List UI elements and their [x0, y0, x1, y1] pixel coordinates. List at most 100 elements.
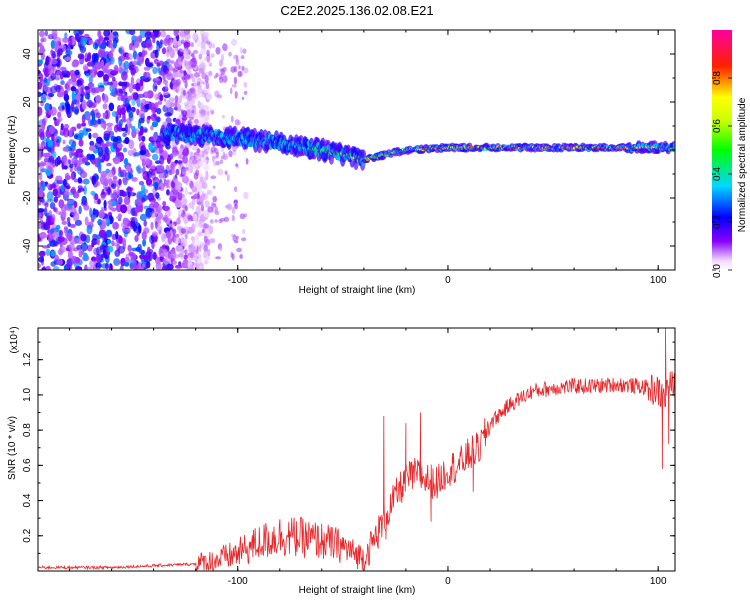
- noise-blob: [164, 100, 170, 108]
- noise-blob: [131, 177, 138, 182]
- noise-blob: [210, 175, 217, 180]
- noise-blob: [59, 243, 63, 248]
- noise-blob: [135, 36, 140, 42]
- x-tick-label: 100: [650, 275, 667, 286]
- noise-blob: [168, 169, 173, 176]
- noise-blob: [103, 199, 107, 209]
- noise-blob: [76, 100, 80, 108]
- noise-blob: [224, 204, 230, 209]
- noise-blob: [98, 229, 107, 238]
- noise-blob: [215, 72, 219, 78]
- noise-blob: [66, 258, 73, 269]
- noise-blob: [106, 245, 114, 253]
- noise-blob: [105, 229, 113, 238]
- noise-blob: [83, 65, 89, 72]
- noise-blob: [218, 76, 224, 84]
- noise-blob: [134, 235, 139, 242]
- noise-blob: [174, 95, 179, 103]
- noise-blob: [219, 59, 223, 67]
- noise-blob: [194, 262, 200, 270]
- noise-blob: [184, 186, 188, 196]
- noise-blob: [192, 49, 199, 54]
- noise-blob: [97, 198, 101, 205]
- noise-blob: [85, 234, 91, 244]
- noise-blob: [64, 32, 68, 39]
- y-tick-label: 0: [22, 147, 33, 153]
- noise-blob: [118, 88, 126, 94]
- noise-blob: [183, 30, 191, 35]
- noise-blob: [203, 56, 207, 62]
- noise-blob: [51, 52, 57, 59]
- noise-blob: [70, 102, 75, 112]
- noise-blob: [73, 178, 79, 183]
- noise-blob: [45, 248, 51, 256]
- noise-blob: [192, 160, 195, 165]
- noise-blob: [151, 121, 159, 128]
- noise-blob: [236, 247, 243, 253]
- noise-blob: [51, 151, 57, 159]
- noise-blob: [174, 236, 181, 245]
- noise-blob: [230, 115, 234, 123]
- colorbar-tick-label: 0.0: [712, 264, 723, 278]
- noise-blob: [198, 53, 203, 60]
- noise-blob: [120, 204, 128, 214]
- noise-blob: [143, 71, 147, 79]
- noise-blob: [40, 99, 45, 107]
- noise-blob: [150, 125, 154, 131]
- noise-blob: [139, 108, 145, 118]
- noise-blob: [55, 175, 63, 182]
- noise-blob: [44, 202, 49, 208]
- noise-blob: [206, 40, 211, 45]
- noise-blob: [228, 51, 232, 57]
- noise-blob: [164, 111, 172, 118]
- noise-blob: [175, 254, 180, 259]
- noise-blob: [107, 39, 113, 49]
- noise-blob: [119, 265, 124, 270]
- noise-blob: [125, 165, 132, 172]
- x-tick-label: 0: [445, 275, 451, 286]
- noise-blob: [99, 244, 106, 250]
- noise-blob: [141, 158, 146, 167]
- noise-blob: [138, 51, 143, 58]
- noise-blob: [39, 44, 45, 54]
- noise-blob: [50, 261, 56, 267]
- noise-blob: [68, 36, 73, 46]
- noise-blob: [89, 140, 95, 147]
- ridge-body: [672, 143, 675, 147]
- noise-blob: [145, 178, 153, 186]
- noise-blob: [204, 143, 207, 147]
- noise-blob: [156, 40, 160, 46]
- noise-blob: [198, 67, 203, 72]
- noise-blob: [38, 250, 46, 258]
- noise-blob: [180, 228, 186, 231]
- noise-blob: [210, 146, 217, 153]
- noise-blob: [97, 146, 104, 157]
- noise-blob: [96, 136, 103, 144]
- noise-blob: [160, 30, 167, 38]
- noise-blob: [186, 74, 191, 79]
- noise-blob: [124, 137, 130, 145]
- spectrogram-ticks: -100 0 100 -40 -20 0 20 40: [22, 29, 675, 286]
- noise-blob: [163, 38, 169, 46]
- noise-blob: [139, 128, 143, 137]
- noise-blob: [166, 189, 170, 196]
- x-tick-label: -100: [228, 275, 248, 286]
- noise-blob: [194, 118, 199, 124]
- noise-blob: [127, 244, 132, 252]
- noise-blob: [97, 70, 104, 78]
- noise-blob: [65, 175, 71, 181]
- noise-blob: [152, 82, 158, 92]
- noise-blob: [193, 92, 197, 99]
- noise-blob: [91, 160, 97, 165]
- noise-blob: [171, 181, 176, 189]
- noise-blob: [103, 151, 110, 162]
- noise-blob: [78, 129, 84, 140]
- noise-blob: [125, 253, 130, 262]
- noise-blob: [56, 118, 61, 124]
- noise-blob: [208, 62, 212, 67]
- noise-blob: [189, 264, 194, 270]
- noise-blob: [231, 206, 236, 215]
- noise-blob: [115, 146, 120, 156]
- noise-blob: [180, 241, 186, 247]
- noise-blob: [43, 157, 49, 163]
